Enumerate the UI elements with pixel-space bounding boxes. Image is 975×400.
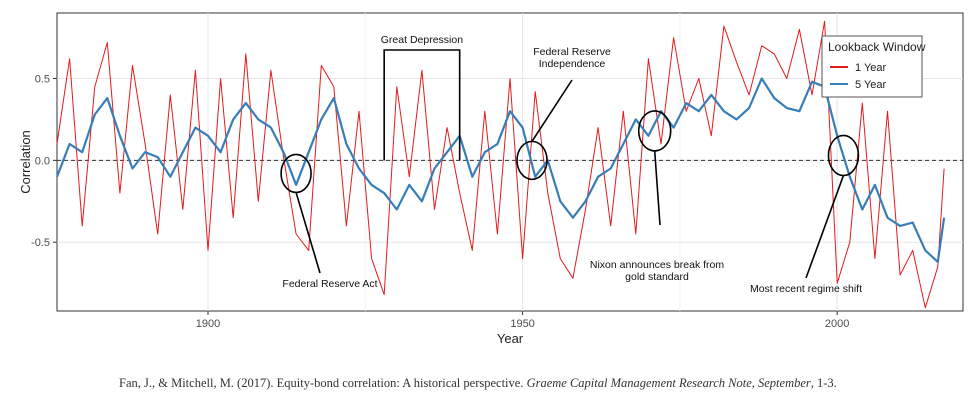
y-tick-label: 0.0 <box>35 155 50 167</box>
series-layer <box>55 20 946 309</box>
x-tick-label: 2000 <box>825 318 849 330</box>
legend-label: 5 Year <box>855 79 887 91</box>
annotation-regime-shift: Most recent regime shift <box>750 283 862 295</box>
federal-reserve-act-leader <box>295 192 321 274</box>
annotation-federal-reserve-independence: Federal Reserve Independence <box>533 46 611 70</box>
x-axis-title: Year <box>497 331 524 346</box>
legend: Lookback Window 1 Year 5 Year <box>821 35 926 98</box>
y-tick-label: 0.5 <box>35 73 50 85</box>
series-line-5-year <box>55 77 946 263</box>
legend-label: 1 Year <box>855 62 887 74</box>
citation: Fan, J., & Mitchell, M. (2017). Equity-b… <box>119 376 837 391</box>
annotation-layer: Great Depression Federal Reserve Act Feder… <box>280 34 862 295</box>
citation-authors: Fan, J., & Mitchell, M. (2017). Equity-b… <box>119 376 527 390</box>
x-tick-label: 1950 <box>510 318 534 330</box>
x-axis: 1900 1950 2000 <box>196 311 849 330</box>
annotation-federal-reserve-act: Federal Reserve Act <box>282 278 377 290</box>
regime-shift-leader <box>805 175 845 279</box>
legend-title: Lookback Window <box>828 40 926 54</box>
y-tick-label: -0.5 <box>31 237 50 249</box>
series-line-1-year <box>56 20 945 309</box>
citation-journal: Graeme Capital Management Research Note,… <box>526 376 811 390</box>
annotation-nixon-gold-standard: Nixon announces break from gold standard <box>590 259 724 283</box>
federal-reserve-independence-leader <box>531 79 573 142</box>
nixon-gold-standard-leader <box>653 150 661 226</box>
citation-tail: , 1-3. <box>810 376 837 390</box>
x-tick-label: 1900 <box>196 318 220 330</box>
y-axis-title: Correlation <box>18 130 33 194</box>
annotation-great-depression: Great Depression <box>381 34 463 46</box>
great-depression-bracket <box>383 49 461 161</box>
y-axis: -0.5 0.0 0.5 <box>31 73 57 249</box>
